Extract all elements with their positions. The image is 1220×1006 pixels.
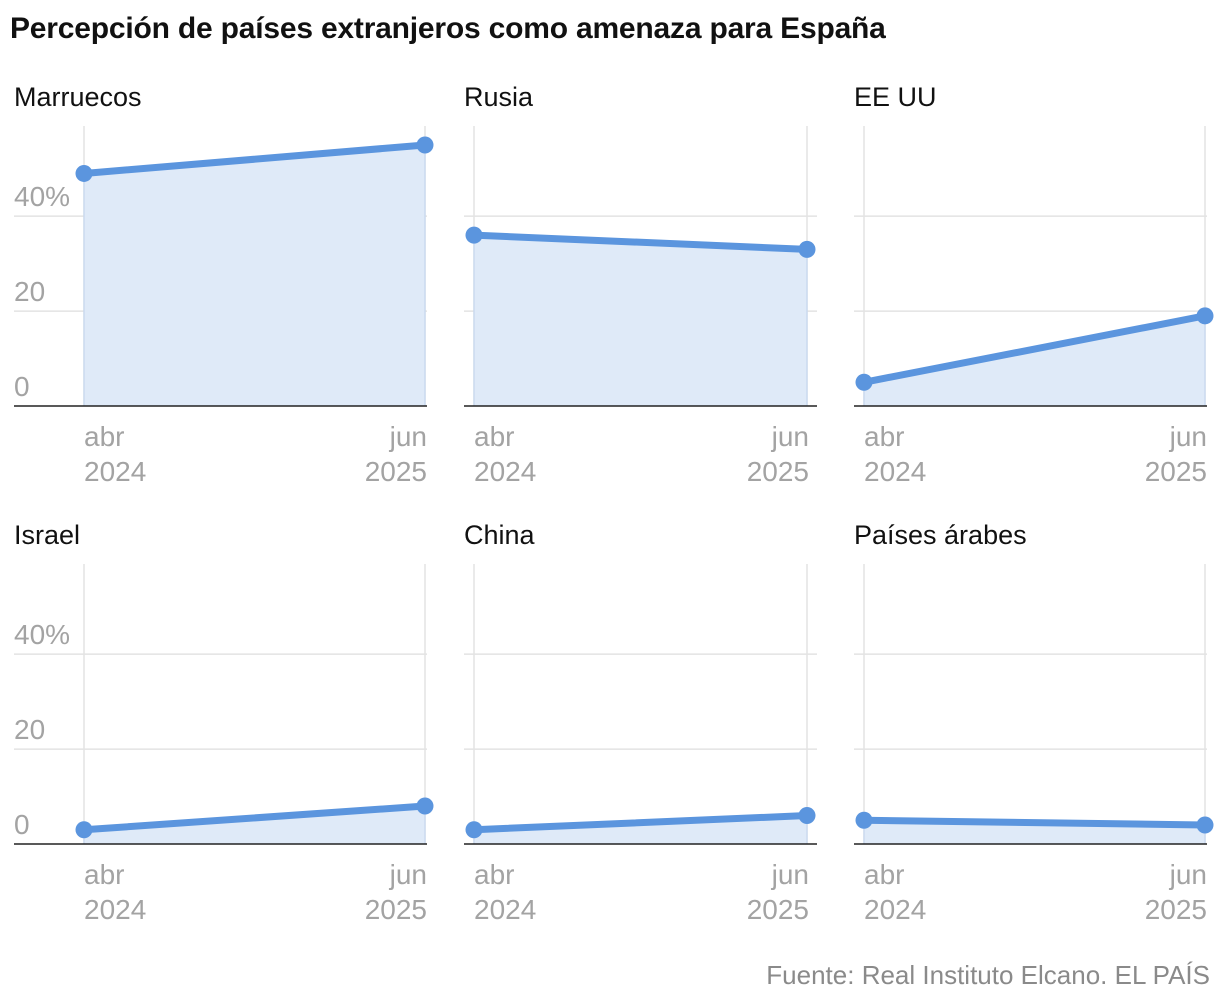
data-point [416,797,434,815]
data-point [1196,307,1214,325]
series-area [864,315,1205,406]
y-tick-label: 0 [14,371,30,402]
data-point [798,240,816,258]
panel-title: EE UU [854,82,937,112]
x-tick-label-year: 2024 [864,894,926,925]
x-tick-label-month: jun [771,859,809,890]
y-tick-label: 20 [14,276,45,307]
series-area [474,815,807,844]
panel-israel: Israel 0 20 40% abr 2024 jun 2025 [14,520,434,925]
chart-title: Percepción de países extranjeros como am… [10,12,886,45]
data-point [1196,816,1214,834]
panel-title: Israel [14,520,80,550]
x-tick-label-month: jun [1169,859,1207,890]
panel-rusia: Rusia abr 2024 jun 2025 [464,82,817,487]
panel-title: China [464,520,536,550]
data-point [855,811,873,829]
series-area [84,806,425,844]
panel-title: Rusia [464,82,534,112]
x-tick-label-month: abr [474,421,514,452]
x-tick-label-month: abr [84,859,124,890]
x-tick-label-year: 2024 [474,456,536,487]
panel-paises-arabes: Países árabes abr 2024 jun 2025 [854,520,1214,925]
x-tick-label-year: 2024 [84,894,146,925]
x-tick-label-month: jun [389,859,427,890]
x-tick-label-month: jun [1169,421,1207,452]
series-line [470,231,811,253]
series-line [80,141,429,177]
data-point [75,164,93,182]
series-area [474,235,807,406]
panel-title: Países árabes [854,520,1027,550]
data-point [465,226,483,244]
x-tick-label-year: 2025 [365,456,427,487]
y-tick-label: 0 [14,809,30,840]
data-point [798,807,816,825]
x-tick-label-month: jun [771,421,809,452]
x-tick-label-year: 2025 [1145,456,1207,487]
panel-ee-uu: EE UU abr 2024 jun 2025 [854,82,1214,487]
y-tick-label: 40% [14,619,70,650]
series-line [860,816,1209,829]
series-line [80,802,429,834]
data-point [465,821,483,839]
y-tick-label: 20 [14,714,45,745]
source-note: Fuente: Real Instituto Elcano. EL PAÍS [766,960,1210,990]
series-area [84,144,425,407]
x-tick-label-month: abr [474,859,514,890]
x-tick-label-year: 2025 [1145,894,1207,925]
x-tick-label-month: jun [389,421,427,452]
panel-title: Marruecos [14,82,142,112]
x-tick-label-month: abr [864,421,904,452]
x-tick-label-month: abr [84,421,124,452]
x-tick-label-year: 2025 [365,894,427,925]
series-line [860,312,1209,386]
panel-marruecos: Marruecos 0 20 40% abr 2024 jun 2025 [14,82,434,487]
x-tick-label-year: 2025 [747,456,809,487]
x-tick-label-year: 2024 [864,456,926,487]
x-tick-label-year: 2025 [747,894,809,925]
x-tick-label-year: 2024 [84,456,146,487]
data-point [416,136,434,154]
data-point [855,373,873,391]
data-point [75,821,93,839]
x-tick-label-year: 2024 [474,894,536,925]
x-tick-label-month: abr [864,859,904,890]
series-line [470,812,811,834]
y-tick-label: 40% [14,181,70,212]
panel-china: China abr 2024 jun 2025 [464,520,817,925]
